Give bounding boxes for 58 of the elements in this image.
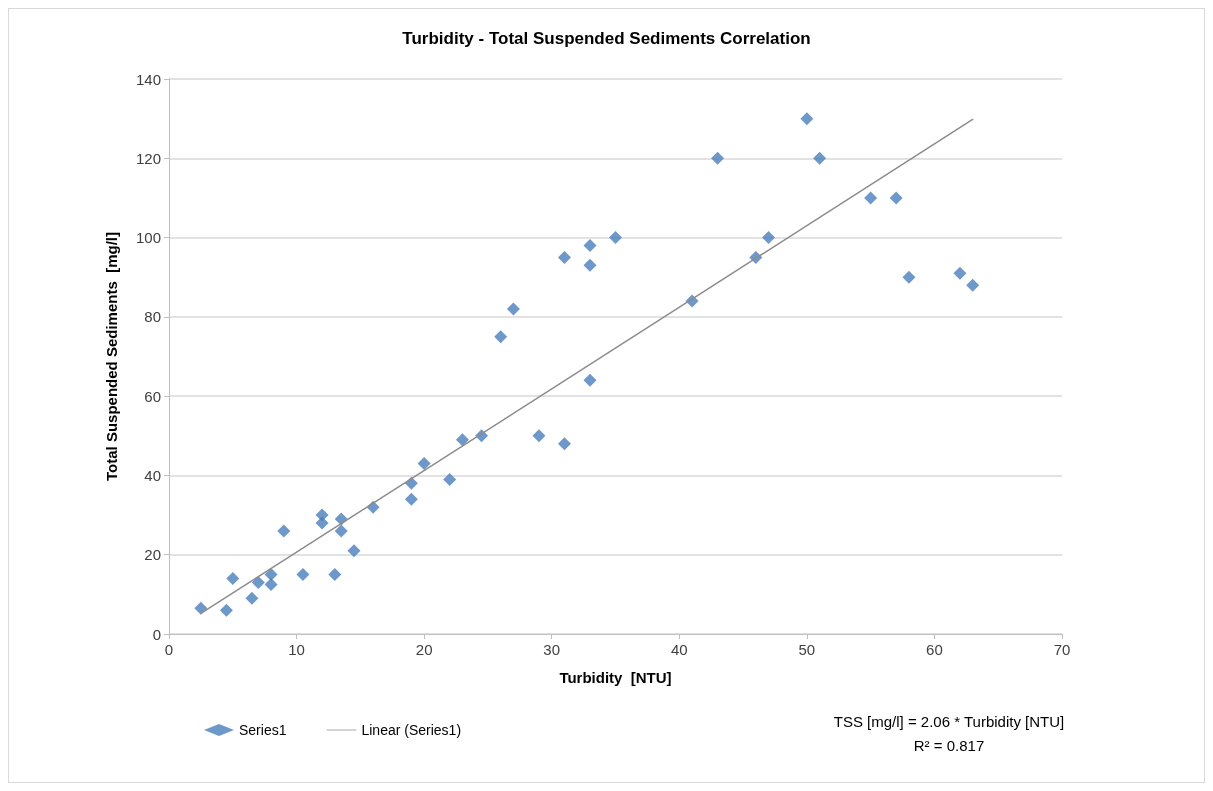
y-axis-title: Total Suspended Sediments [mg/l] bbox=[103, 232, 120, 481]
point bbox=[864, 191, 878, 205]
point bbox=[417, 457, 431, 471]
point bbox=[506, 302, 520, 316]
y-tick-label: 140 bbox=[135, 70, 161, 88]
text: R² = 0.817 bbox=[913, 737, 985, 754]
x-axis-title: Turbidity [NTU] bbox=[559, 669, 672, 686]
point bbox=[800, 112, 814, 126]
x-tick-label: 20 bbox=[415, 641, 433, 658]
point bbox=[583, 239, 597, 252]
y-tick-label: 60 bbox=[144, 387, 161, 405]
y-tick-label: 120 bbox=[135, 149, 161, 167]
y-tick-label: 80 bbox=[144, 308, 161, 326]
point bbox=[404, 492, 418, 506]
point bbox=[711, 151, 725, 165]
point bbox=[494, 330, 508, 344]
x-tick-label: 10 bbox=[288, 641, 305, 658]
x-tick-label: 40 bbox=[670, 641, 688, 658]
y-tick-label: 100 bbox=[135, 229, 161, 247]
point bbox=[966, 278, 980, 292]
x-tick-label: 0 bbox=[164, 641, 174, 658]
point bbox=[557, 250, 571, 264]
point bbox=[609, 231, 622, 245]
y-tick-label: 40 bbox=[144, 466, 161, 484]
legend-label: Series1 bbox=[239, 722, 287, 738]
point bbox=[315, 516, 329, 530]
point bbox=[264, 577, 278, 591]
chart-title: Turbidity - Total Suspended Sediments Correlation bbox=[402, 29, 811, 48]
point bbox=[277, 524, 291, 538]
x-tick-label: 50 bbox=[798, 641, 816, 658]
point bbox=[889, 191, 903, 205]
x-tick-label: 30 bbox=[543, 641, 561, 658]
point bbox=[226, 572, 240, 585]
point bbox=[813, 151, 827, 165]
x-tick-label: 70 bbox=[1053, 641, 1071, 658]
point bbox=[532, 429, 546, 443]
point bbox=[443, 472, 457, 486]
point bbox=[583, 373, 597, 387]
point bbox=[953, 266, 967, 280]
y-tick-label: 0 bbox=[152, 625, 161, 643]
point bbox=[334, 524, 348, 538]
legend-label: Linear (Series1) bbox=[361, 722, 462, 738]
point bbox=[347, 544, 361, 558]
point bbox=[557, 437, 571, 451]
point bbox=[264, 568, 278, 582]
point bbox=[245, 591, 259, 605]
point bbox=[251, 575, 265, 589]
point bbox=[902, 270, 916, 284]
point bbox=[296, 568, 310, 582]
y-tick-label: 20 bbox=[144, 546, 161, 564]
text: TSS [mg/l] = 2.06 * Turbidity [NTU] bbox=[833, 713, 1065, 730]
x-tick-label: 60 bbox=[926, 641, 943, 658]
point bbox=[194, 601, 208, 615]
point bbox=[583, 258, 597, 272]
point bbox=[219, 603, 233, 617]
point bbox=[455, 433, 469, 447]
point bbox=[762, 231, 776, 245]
point bbox=[328, 568, 342, 582]
